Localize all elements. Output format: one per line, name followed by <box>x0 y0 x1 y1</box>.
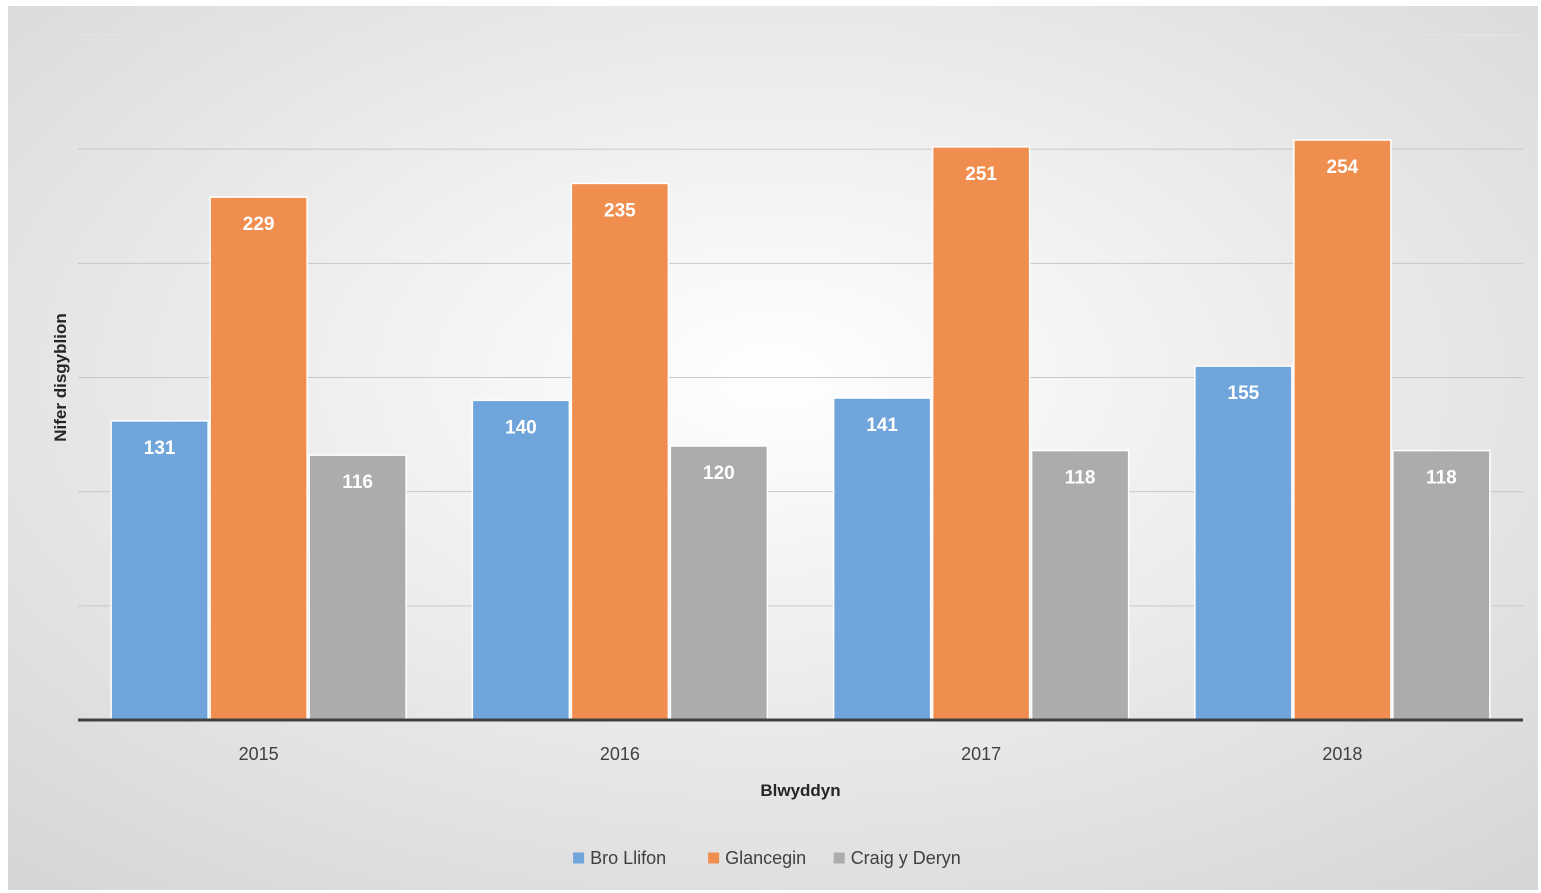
bar-value-label: 120 <box>703 463 735 484</box>
bars <box>110 139 1491 721</box>
bar <box>1392 449 1491 721</box>
bar-value-label: 141 <box>866 415 898 436</box>
bar-value-label: 251 <box>965 164 997 185</box>
legend-label: Craig y Deryn <box>851 848 961 868</box>
bar <box>1030 449 1130 721</box>
bar <box>1293 139 1392 721</box>
data-labels: 131 229 116 140 235 120 141 251 118 155 254 118 <box>144 157 1457 493</box>
bar <box>110 420 209 721</box>
bar <box>669 445 769 721</box>
bar-value-label: 235 <box>604 200 636 221</box>
legend-swatch <box>708 852 720 864</box>
bar <box>471 399 571 721</box>
bar-value-label: 116 <box>342 472 373 493</box>
legend-label: Bro Llifon <box>590 848 666 868</box>
legend-label: Glancegin <box>725 848 806 868</box>
bar-value-label: 254 <box>1327 157 1359 178</box>
legend: Bro Llifon Glancegin Craig y Deryn <box>573 848 961 868</box>
bar <box>931 146 1031 721</box>
bar <box>1194 365 1293 721</box>
x-tick-label: 2018 <box>1322 744 1362 764</box>
x-tick-label: 2016 <box>600 744 640 764</box>
bar-value-label: 140 <box>505 417 537 438</box>
bar <box>832 397 932 721</box>
y-axis-title: Nifer disgyblion <box>51 313 70 441</box>
x-axis-ticks: 2015 2016 2017 2018 <box>239 744 1363 764</box>
x-axis-title: Blwyddyn <box>760 781 840 800</box>
bar-value-label: 118 <box>1065 468 1096 489</box>
bar-value-label: 131 <box>144 438 176 459</box>
bar-value-label: 155 <box>1228 383 1260 404</box>
x-tick-label: 2017 <box>961 744 1001 764</box>
bar <box>570 182 670 721</box>
legend-swatch <box>573 852 585 864</box>
bar-value-label: 229 <box>243 214 275 235</box>
bar <box>209 196 308 721</box>
legend-swatch <box>833 852 845 864</box>
bar-value-label: 118 <box>1426 468 1457 489</box>
bar <box>308 454 407 721</box>
x-tick-label: 2015 <box>239 744 279 764</box>
